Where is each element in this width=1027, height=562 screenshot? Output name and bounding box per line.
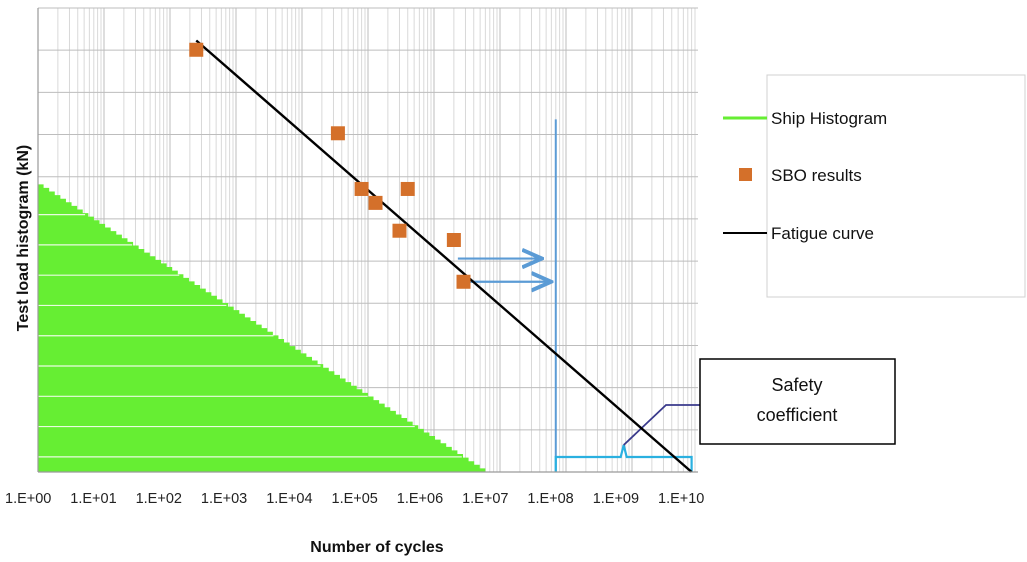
fatigue-curve-line [195, 39, 693, 473]
callout-leader [623, 404, 700, 446]
legend-label-sbo-results: SBO results [771, 166, 862, 185]
x-tick-label: 1.E+01 [70, 491, 116, 507]
callout-box [699, 358, 896, 445]
sbo-result-point [368, 195, 383, 210]
sbo-result-point [354, 181, 369, 196]
sbo-results [189, 42, 471, 289]
sbo-result-point [330, 126, 345, 141]
annotations [457, 119, 700, 472]
x-tick-label: 1.E+02 [136, 491, 182, 507]
callout-line-1: Safety [771, 375, 822, 395]
legend-box [766, 74, 1026, 298]
safety-coefficient-callout: Safety coefficient [699, 358, 896, 445]
y-axis-title: Test load histogram (kN) [15, 145, 32, 331]
legend-swatch-sbo-results [739, 168, 752, 181]
x-tick-label: 1.E+08 [527, 491, 573, 507]
callout-line-2: coefficient [757, 405, 838, 425]
x-axis-title: Number of cycles [310, 539, 443, 556]
legend: Ship Histogram SBO results Fatigue curve [723, 74, 1026, 298]
ship-histogram [38, 184, 486, 472]
x-tick-labels: 1.E+00 1.E+01 1.E+02 1.E+03 1.E+04 1.E+05 1.E+… [5, 491, 704, 507]
x-tick-label: 1.E+00 [5, 491, 51, 507]
x-tick-label: 1.E+10 [658, 491, 704, 507]
safety-bracket [554, 444, 693, 472]
fatigue-curve [195, 39, 693, 473]
legend-label-fatigue-curve: Fatigue curve [771, 224, 874, 243]
sbo-result-point [189, 42, 204, 57]
axes [37, 8, 698, 473]
histogram-area [38, 184, 486, 472]
x-tick-label: 1.E+09 [593, 491, 639, 507]
x-tick-label: 1.E+04 [266, 491, 312, 507]
x-tick-label: 1.E+03 [201, 491, 247, 507]
sbo-result-point [456, 274, 471, 289]
x-tick-label: 1.E+06 [397, 491, 443, 507]
x-tick-label: 1.E+07 [462, 491, 508, 507]
sbo-result-point [400, 181, 415, 196]
x-tick-label: 1.E+05 [332, 491, 378, 507]
legend-label-ship-histogram: Ship Histogram [771, 109, 887, 128]
sbo-result-point [446, 233, 461, 247]
sbo-result-point [392, 223, 407, 238]
